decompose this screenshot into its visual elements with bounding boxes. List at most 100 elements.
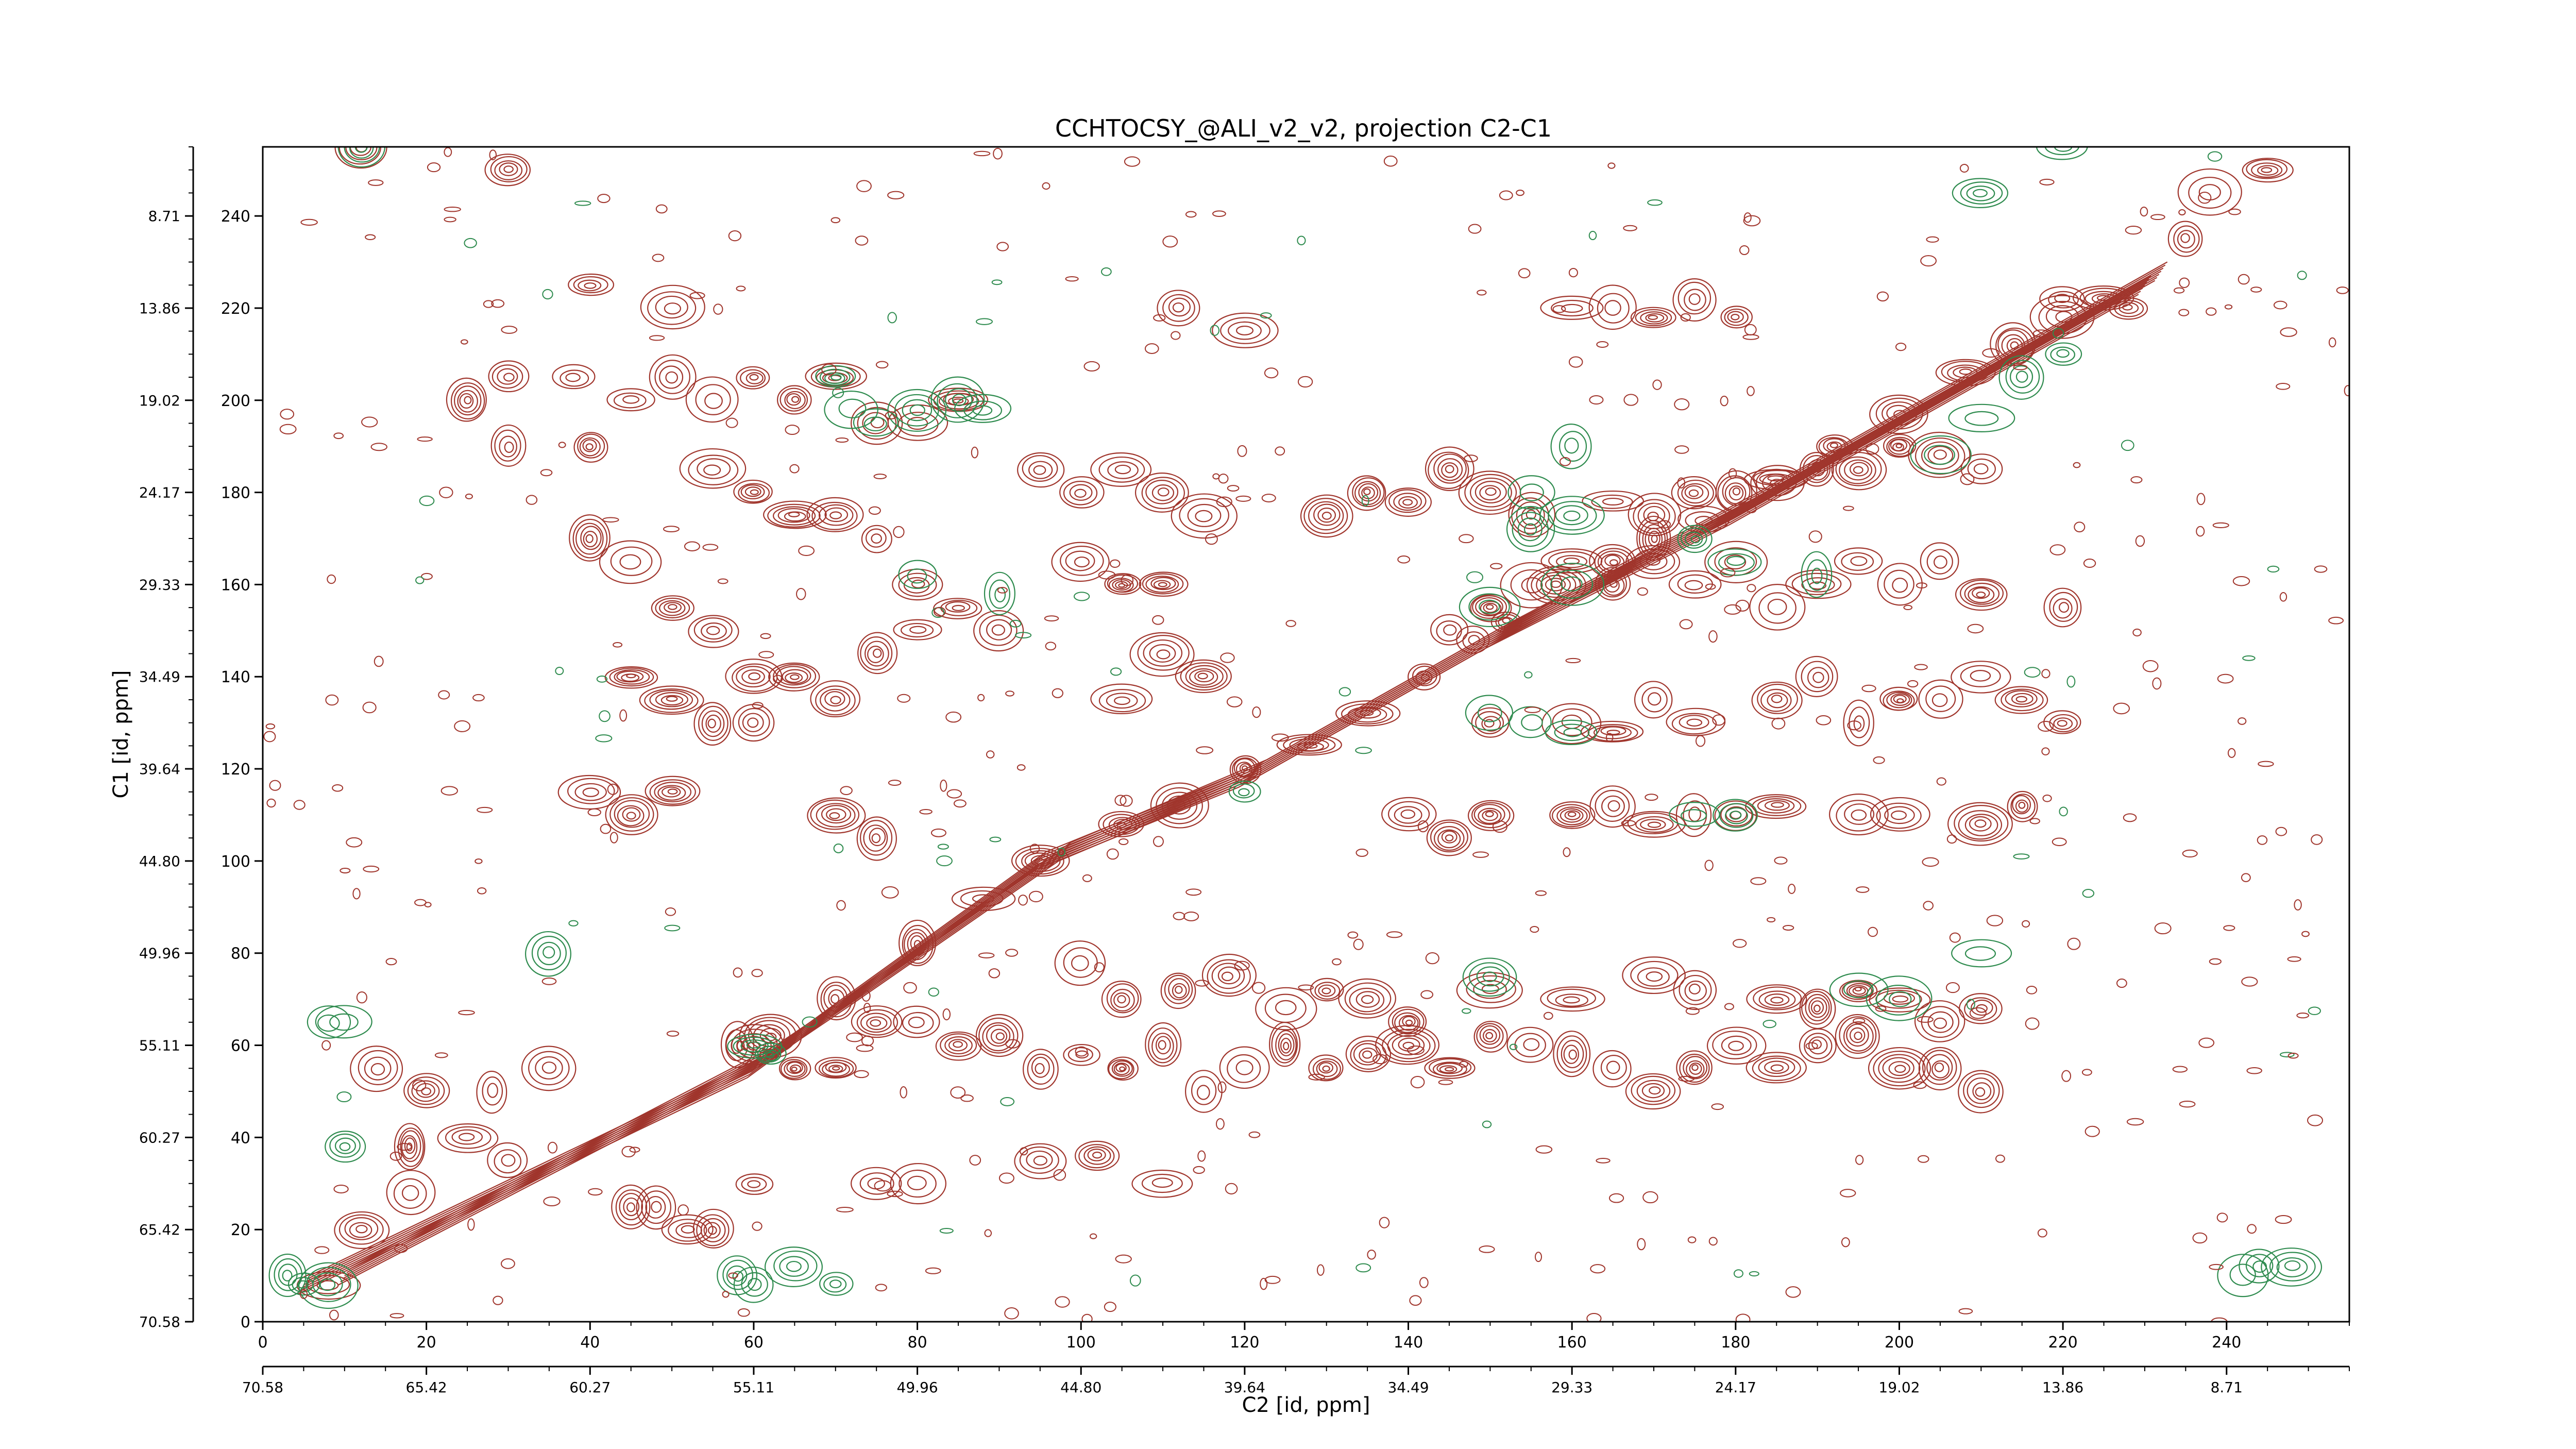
noise-contour-positive — [1946, 834, 1957, 844]
negative-peak-contour — [757, 1046, 782, 1063]
positive-peak-contour — [1508, 492, 1556, 537]
positive-peak-contour — [913, 940, 921, 949]
negative-peak-contour — [1540, 563, 1604, 606]
negative-peak-contour — [1561, 576, 1583, 592]
x-index-tick-label: 60 — [744, 1334, 764, 1352]
positive-peak-contour — [1428, 451, 1469, 490]
contour-layer — [263, 147, 2349, 1322]
noise-contour-positive — [1044, 615, 1059, 621]
noise-contour-positive — [702, 544, 719, 551]
positive-peak-contour — [1643, 506, 1666, 524]
noise-contour-positive — [2328, 616, 2344, 625]
positive-peak-contour — [2049, 592, 2078, 622]
positive-peak-contour — [1116, 822, 1127, 829]
noise-contour-positive — [2173, 287, 2185, 294]
x-ppm-tick-label: 39.64 — [1224, 1379, 1265, 1396]
positive-peak-contour — [1514, 1033, 1546, 1057]
positive-peak-contour — [1467, 800, 1515, 831]
positive-peak-contour — [421, 1087, 432, 1096]
noise-contour-positive — [1720, 568, 1736, 578]
positive-peak-contour — [1312, 1058, 1341, 1080]
positive-peak-contour — [645, 1195, 666, 1219]
noise-contour-positive — [1397, 555, 1411, 564]
positive-peak-contour — [1433, 826, 1465, 851]
noise-contour-positive — [1152, 615, 1164, 625]
positive-peak-contour — [639, 685, 704, 715]
positive-peak-contour — [1598, 570, 1627, 598]
positive-peak-contour — [701, 710, 725, 737]
noise-contour-positive — [280, 409, 295, 420]
positive-peak-contour — [1677, 281, 1711, 315]
negative-peak-contour — [894, 394, 939, 427]
noise-contour-positive — [728, 230, 742, 242]
noise-contour-positive — [2179, 277, 2190, 288]
positive-peak-contour — [707, 1226, 717, 1235]
y-ppm-tick-label: 19.02 — [139, 392, 180, 409]
noise-contour-positive — [836, 1207, 854, 1212]
positive-peak-contour — [819, 1059, 854, 1078]
noise-contour-positive — [2294, 899, 2302, 911]
x-index-axis: 0 20 40 60 80 100 120 140 160 180 200 220 240 — [258, 1322, 2350, 1352]
positive-peak-contour — [1443, 624, 1457, 636]
noise-contour-positive — [953, 799, 967, 808]
positive-peak-contour — [1836, 800, 1881, 832]
positive-peak-contour — [1107, 1056, 1139, 1081]
positive-peak-contour — [1587, 724, 1638, 742]
noise-contour-positive — [1226, 696, 1243, 707]
positive-peak-contour — [1958, 810, 2003, 840]
noise-contour-positive — [1917, 1016, 1934, 1023]
positive-peak-contour — [1851, 809, 1867, 821]
positive-peak-contour — [1752, 1055, 1801, 1081]
positive-peak-contour — [1630, 307, 1676, 328]
noise-contour-positive — [1052, 688, 1063, 698]
noise-contour-positive — [760, 633, 771, 639]
negative-peak-contour — [748, 1278, 762, 1291]
positive-peak-contour — [2015, 799, 2029, 813]
positive-peak-contour — [476, 1070, 507, 1114]
positive-peak-contour — [1405, 1019, 1413, 1026]
positive-peak-contour — [1886, 405, 1911, 422]
positive-peak-contour — [296, 1271, 361, 1300]
positive-peak-contour — [1392, 1035, 1425, 1056]
positive-peak-contour — [1727, 311, 1744, 323]
noise-contour-positive — [875, 1284, 887, 1292]
positive-peak-contour — [1161, 791, 1198, 820]
noise-contour-negative — [1361, 495, 1369, 507]
positive-peak-contour — [815, 685, 856, 716]
positive-peak-contour — [2005, 690, 2038, 707]
positive-peak-contour — [907, 1175, 927, 1190]
negative-peak-contour — [1843, 980, 1874, 998]
positive-peak-contour — [763, 500, 827, 529]
positive-peak-contour — [1408, 663, 1441, 690]
positive-peak-contour — [1545, 578, 1566, 592]
positive-peak-contour — [613, 392, 647, 409]
noise-contour-positive — [1923, 901, 1934, 911]
positive-peak-contour — [1960, 665, 2001, 687]
positive-peak-contour — [1022, 455, 1058, 482]
positive-peak-contour — [622, 395, 640, 404]
noise-contour-positive — [874, 1180, 892, 1192]
positive-peak-contour — [1141, 1173, 1183, 1193]
negative-peak-contour — [945, 388, 973, 412]
noise-contour-positive — [2212, 522, 2229, 528]
positive-peak-contour — [1172, 983, 1187, 999]
noise-contour-positive — [789, 464, 800, 474]
noise-contour-positive — [2196, 526, 2205, 537]
noise-contour-positive — [361, 416, 378, 428]
positive-peak-contour — [817, 976, 856, 1021]
positive-peak-contour — [567, 778, 615, 804]
negative-peak-contour — [963, 400, 1003, 420]
noise-contour-positive — [629, 1147, 640, 1153]
negative-peak-contour — [329, 1133, 361, 1158]
negative-peak-contour — [1866, 975, 1933, 1021]
y-ppm-tick-label: 8.71 — [148, 208, 180, 225]
noise-contour-positive — [1986, 915, 2004, 926]
noise-contour-positive — [2238, 274, 2250, 285]
positive-peak-contour — [1117, 995, 1126, 1004]
noise-contour-positive — [1677, 477, 1686, 488]
positive-peak-contour — [1637, 502, 1670, 529]
positive-peak-contour — [1868, 1047, 1931, 1090]
noise-contour-positive — [758, 651, 774, 659]
positive-peak-contour — [1173, 800, 1186, 811]
positive-peak-contour — [810, 799, 860, 830]
